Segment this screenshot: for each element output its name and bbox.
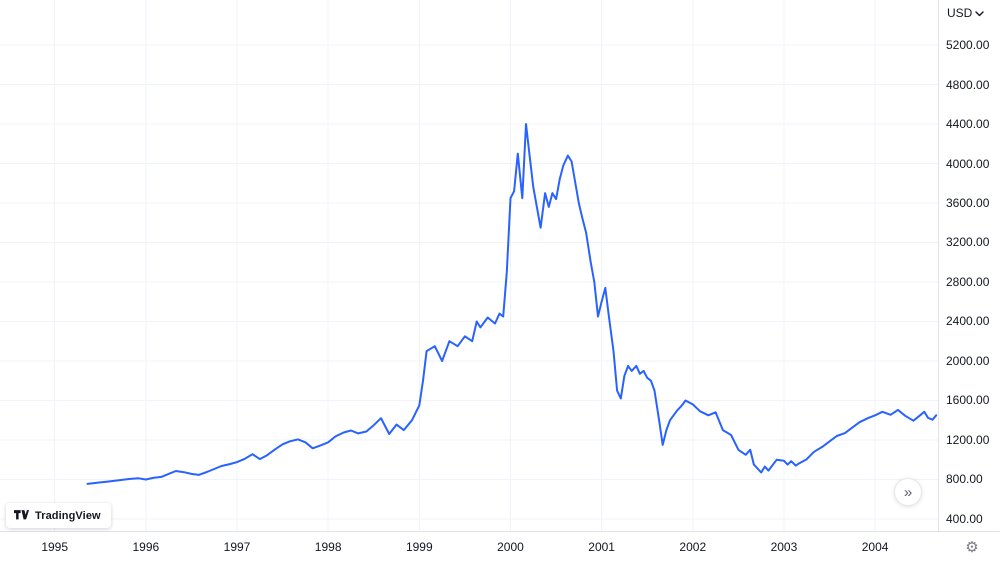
price-axis-label: 2800.00 (946, 274, 990, 289)
tradingview-logo-label: TradingView (35, 509, 101, 522)
time-axis-label: 2000 (497, 540, 524, 554)
price-axis-label: 1600.00 (946, 393, 990, 408)
tradingview-logo[interactable]: TradingView (6, 503, 111, 528)
price-line-series (86, 123, 938, 485)
price-axis[interactable]: 5200.00 4800.00 4400.00 4000.00 3600.00 3200.… (938, 0, 1000, 531)
price-axis-label: 400.00 (946, 511, 983, 526)
time-axis-label: 2004 (861, 540, 889, 554)
price-axis-label: 3200.00 (946, 235, 990, 250)
price-axis-label: 1200.00 (946, 432, 990, 447)
currency-label: USD (947, 6, 973, 20)
price-chart-canvas[interactable] (0, 0, 938, 531)
price-axis-label: 4000.00 (946, 156, 990, 171)
time-axis-label: 1999 (405, 540, 433, 554)
time-axis[interactable]: 1995 1996 1997 1998 1999 2000 2001 2002 2003 2004 (0, 531, 1000, 562)
time-axis-label: 2002 (679, 540, 707, 554)
time-axis-label: 2001 (588, 540, 615, 554)
price-axis-label: 800.00 (946, 472, 983, 487)
currency-dropdown[interactable]: USD (947, 6, 985, 20)
time-axis-settings-button[interactable]: ⚙ (962, 537, 982, 557)
tradingview-logo-icon (14, 509, 29, 519)
chevron-down-icon (975, 10, 985, 16)
price-axis-label: 4800.00 (946, 77, 990, 92)
time-axis-label: 1995 (41, 540, 69, 554)
price-axis-label: 3600.00 (946, 196, 990, 210)
time-axis-label: 1998 (314, 540, 342, 554)
price-axis-label: 2000.00 (946, 353, 990, 368)
chevron-double-right-icon: » (903, 483, 913, 501)
gear-icon: ⚙ (965, 539, 979, 556)
time-axis-label: 2003 (770, 540, 798, 554)
time-axis-label: 1996 (132, 540, 160, 554)
price-axis-label: 4400.00 (946, 117, 990, 131)
price-axis-label: 2400.00 (946, 314, 990, 329)
scroll-to-recent-button[interactable]: » (894, 478, 922, 506)
price-axis-label: 5200.00 (946, 38, 990, 53)
time-axis-label: 1997 (223, 540, 251, 554)
chart-plot-area[interactable] (0, 0, 938, 531)
